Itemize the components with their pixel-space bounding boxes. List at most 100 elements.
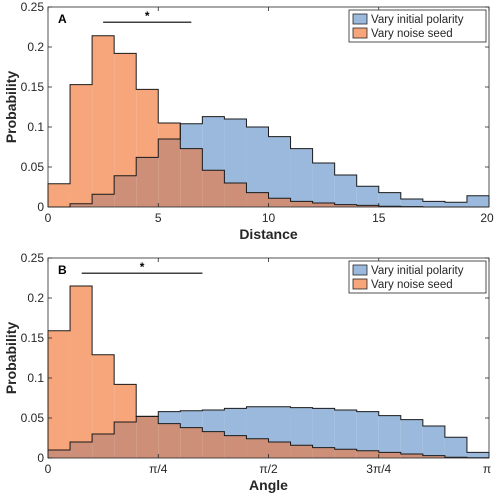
bar-vary-initial-polarity-13: [335, 175, 357, 205]
x-tick-label: 20: [480, 211, 494, 225]
bar-overlap-15: [379, 452, 401, 458]
bar-vary-initial-polarity-8: [224, 408, 246, 435]
bar-vary-initial-polarity-6: [180, 124, 202, 149]
x-tick-label: 5: [155, 211, 162, 225]
legend-swatch: [353, 28, 367, 38]
bar-vary-noise-seed-0: [48, 331, 70, 450]
bar-overlap-14: [357, 451, 379, 458]
bar-overlap-7: [202, 170, 224, 207]
bar-overlap-2: [92, 434, 114, 458]
bar-vary-initial-polarity-11: [291, 149, 313, 202]
bar-overlap-6: [180, 428, 202, 458]
y-tick-label: 0: [37, 200, 44, 214]
bar-overlap-3: [114, 422, 136, 458]
bar-overlap-4: [136, 157, 158, 207]
bar-overlap-3: [114, 176, 136, 207]
bar-vary-initial-polarity-10: [269, 407, 291, 442]
bar-vary-noise-seed-1: [70, 85, 92, 204]
legend-label: Vary noise seed: [371, 28, 453, 40]
bar-vary-initial-polarity-14: [357, 186, 379, 205]
legend-swatch: [353, 14, 367, 24]
bar-overlap-0: [48, 450, 70, 458]
bar-vary-initial-polarity-9: [246, 127, 268, 193]
bar-vary-initial-polarity-18: [445, 437, 467, 457]
y-tick-label: 0.2: [27, 40, 44, 54]
x-tick-label: 10: [262, 211, 276, 225]
y-tick-label: 0.05: [21, 160, 45, 174]
bar-vary-initial-polarity-14: [357, 412, 379, 451]
legend-swatch: [353, 265, 367, 275]
x-tick-label: π/4: [149, 462, 168, 476]
bar-vary-initial-polarity-16: [401, 420, 423, 454]
bar-vary-initial-polarity-18: [445, 202, 467, 207]
x-tick-label: 0: [45, 462, 52, 476]
x-axis-title: Angle: [249, 477, 288, 493]
x-tick-label: 0: [45, 211, 52, 225]
bar-vary-initial-polarity-7: [202, 117, 224, 171]
significance-star: *: [140, 260, 145, 274]
bar-overlap-7: [202, 432, 224, 458]
y-tick-label: 0.25: [21, 251, 45, 265]
legend-swatch: [353, 279, 367, 289]
bar-overlap-5: [158, 424, 180, 458]
bar-vary-initial-polarity-12: [313, 163, 335, 203]
bar-overlap-9: [246, 193, 268, 207]
y-tick-label: 0.2: [27, 291, 44, 305]
bar-vary-noise-seed-0: [48, 184, 70, 207]
bar-overlap-11: [291, 201, 313, 207]
y-tick-label: 0.05: [21, 411, 45, 425]
x-axis-title: Distance: [239, 226, 298, 242]
bar-vary-initial-polarity-19: [467, 196, 489, 207]
bar-overlap-1: [70, 442, 92, 458]
x-tick-label: π: [483, 462, 491, 476]
bar-vary-noise-seed-2: [92, 36, 114, 194]
x-tick-label: π/2: [259, 462, 278, 476]
legend-label: Vary noise seed: [371, 279, 453, 291]
y-tick-label: 0.25: [21, 0, 45, 14]
panel-label: A: [58, 12, 67, 26]
bar-overlap-10: [269, 442, 291, 458]
bar-overlap-13: [335, 449, 357, 458]
bar-overlap-9: [246, 439, 268, 458]
bar-vary-initial-polarity-7: [202, 410, 224, 432]
bar-vary-initial-polarity-17: [423, 201, 445, 207]
bar-vary-noise-seed-3: [114, 384, 136, 422]
x-tick-label: 3π/4: [366, 462, 391, 476]
legend-label: Vary initial polarity: [371, 14, 464, 26]
bar-vary-noise-seed-3: [114, 53, 136, 175]
bar-vary-initial-polarity-15: [379, 193, 401, 207]
bar-vary-initial-polarity-16: [401, 199, 423, 207]
y-axis-title: Probability: [3, 322, 19, 395]
bar-vary-initial-polarity-12: [313, 408, 335, 447]
bar-vary-noise-seed-1: [70, 286, 92, 442]
bar-overlap-11: [291, 445, 313, 458]
bar-overlap-4: [136, 416, 158, 458]
bar-overlap-5: [158, 139, 180, 207]
bar-vary-initial-polarity-15: [379, 416, 401, 453]
bar-vary-initial-polarity-8: [224, 119, 246, 183]
bar-vary-noise-seed-5: [158, 123, 180, 139]
bar-overlap-12: [313, 448, 335, 458]
bar-vary-initial-polarity-10: [269, 137, 291, 199]
bar-overlap-10: [269, 198, 291, 207]
bar-vary-noise-seed-2: [92, 355, 114, 434]
bar-vary-initial-polarity-11: [291, 408, 313, 446]
bar-overlap-8: [224, 183, 246, 207]
bar-vary-initial-polarity-13: [335, 410, 357, 449]
y-tick-label: 0.15: [21, 80, 45, 94]
legend-label: Vary initial polarity: [371, 265, 464, 277]
bar-vary-initial-polarity-6: [180, 411, 202, 428]
y-tick-label: 0.15: [21, 331, 45, 345]
x-tick-label: 15: [372, 211, 386, 225]
bar-overlap-12: [313, 203, 335, 207]
y-tick-label: 0.1: [27, 120, 44, 134]
bar-vary-noise-seed-4: [136, 89, 158, 157]
significance-star: *: [145, 9, 150, 23]
bar-vary-initial-polarity-17: [423, 426, 445, 456]
bar-overlap-2: [92, 194, 114, 207]
bar-vary-initial-polarity-9: [246, 407, 268, 439]
